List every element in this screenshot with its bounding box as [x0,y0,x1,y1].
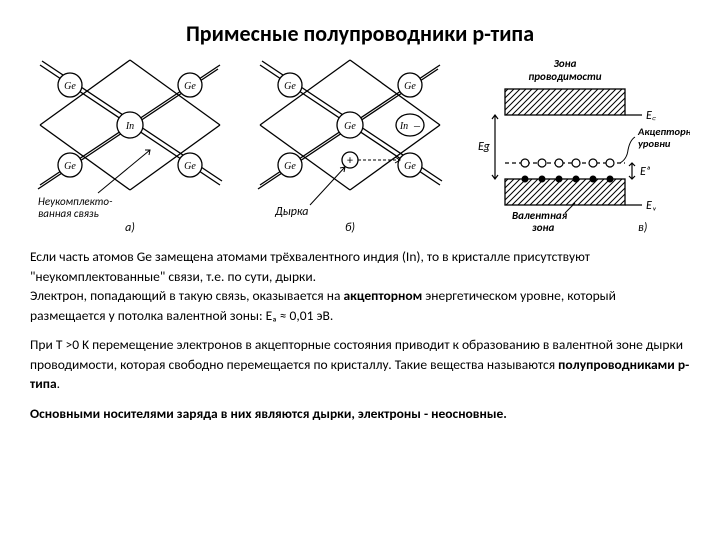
band-conduction-1: Зона [554,57,577,70]
panel-b: Ge Ge Ge Ge Ge In– + Дырка б) [250,55,450,235]
panel-label-a: а) [125,221,135,235]
panel-label-v: в) [638,221,647,235]
band-valence-2: зона [532,221,554,234]
panel-a: Ge Ge Ge Ge In Неукомплекто- ванная связ… [30,55,230,235]
svg-text:Ge: Ge [184,81,196,92]
page-title: Примесные полупроводники р-типа [30,20,690,47]
p3c-text: . [57,375,60,392]
atom-ge: Ge [64,81,76,92]
svg-text:Ge: Ge [284,161,296,172]
paragraph-2: При T >0 K перемещение электронов в акце… [30,335,690,394]
paragraph-3: Основными носителями заряда в них являют… [30,404,690,424]
label-ev: Eᵥ [646,199,657,213]
label-ea: Eₐ [640,165,650,179]
p2a-text: Электрон, попадающий в такую связь, оказ… [30,287,344,304]
svg-text:Ge: Ge [64,161,76,172]
diagram-row: Ge Ge Ge Ge In Неукомплекто- ванная связ… [30,55,690,235]
hole-plus: + [347,154,353,168]
lattice-a-svg: Ge Ge Ge Ge In Неукомплекто- ванная связ… [30,55,230,235]
svg-text:Ge: Ge [404,81,416,92]
panel-label-b: б) [345,221,355,235]
p4-text: Основными носителями заряда в них являют… [30,405,507,422]
band-acceptor-2: уровни [638,137,671,150]
label-ec: E꜀ [646,109,657,123]
lattice-b-svg: Ge Ge Ge Ge Ge In– + Дырка б) [250,55,450,235]
band-diagram-svg: Eg Eₐ E꜀ Eᵥ Зона проводимости Акцепторны… [470,55,690,235]
svg-text:–: – [413,118,421,132]
band-conduction-2: проводимости [528,70,601,83]
p1-text: Если часть атомов Ge замещена атомами тр… [30,248,590,285]
svg-text:Ge: Ge [184,161,196,172]
panel-v: Eg Eₐ E꜀ Eᵥ Зона проводимости Акцепторны… [470,55,690,235]
svg-text:In: In [399,121,408,132]
atom-in: In [125,121,134,132]
svg-text:Ge: Ge [344,121,356,132]
p2b-text: акцепторном [344,287,423,304]
label-hole: Дырка [274,205,308,219]
svg-text:Ge: Ge [284,81,296,92]
paragraph-1: Если часть атомов Ge замещена атомами тр… [30,247,690,325]
svg-text:Ge: Ge [404,161,416,172]
label-unbonded-2: ванная связь [38,207,99,220]
label-eg: Eg [478,140,491,154]
